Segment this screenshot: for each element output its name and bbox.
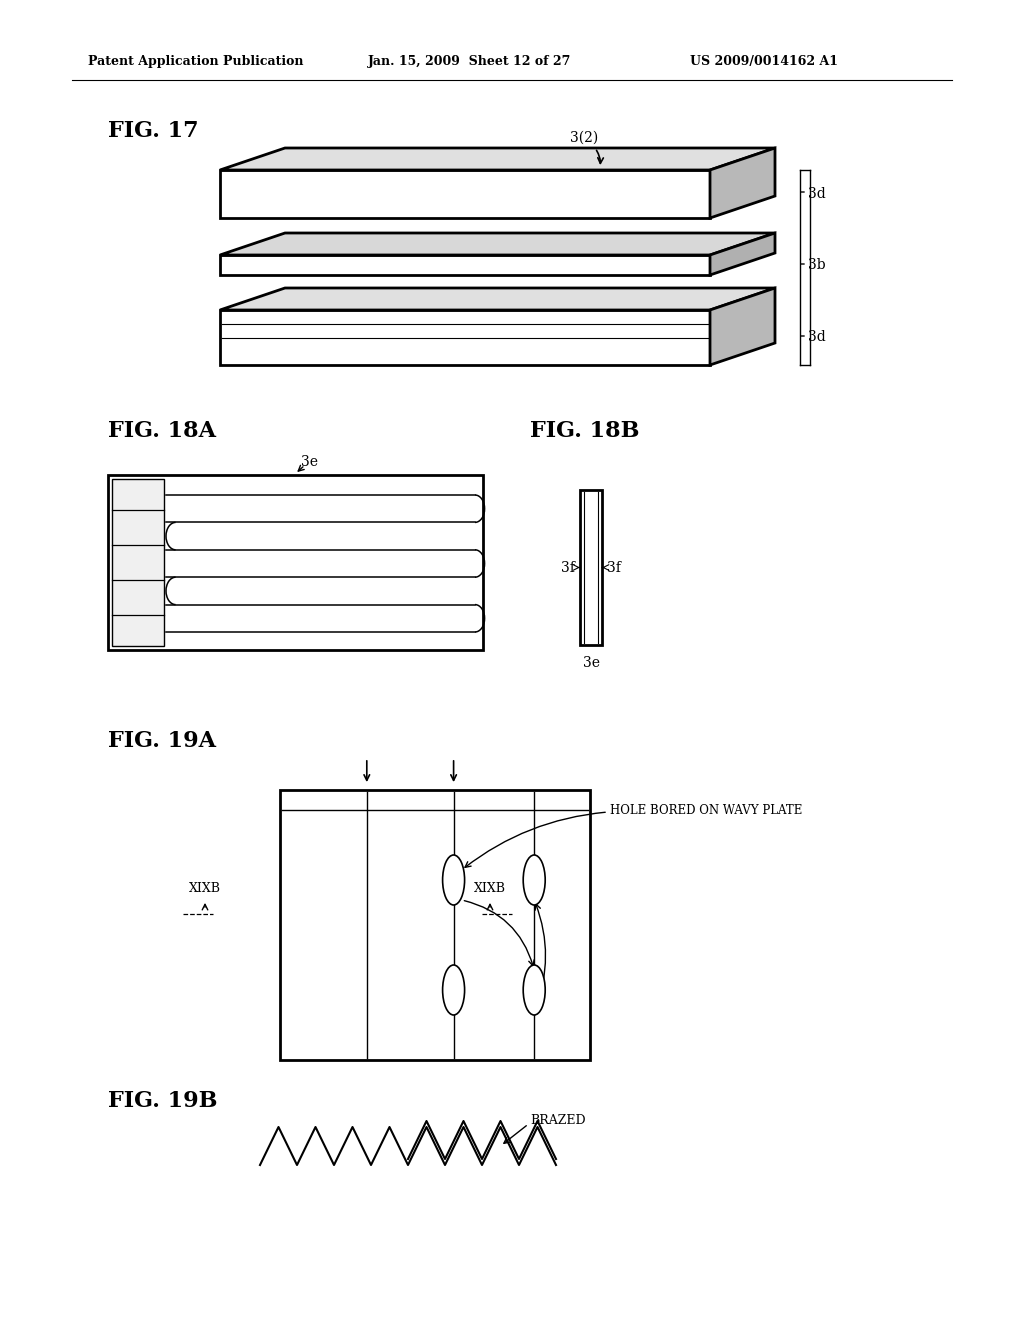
Bar — [112, 479, 164, 645]
Text: XIXB: XIXB — [189, 882, 221, 895]
Polygon shape — [220, 234, 775, 255]
Text: HOLE BORED ON WAVY PLATE: HOLE BORED ON WAVY PLATE — [610, 804, 803, 817]
Text: 3f: 3f — [561, 561, 575, 574]
Text: 3d: 3d — [808, 330, 825, 345]
Text: BRAZED: BRAZED — [530, 1114, 586, 1127]
Polygon shape — [220, 170, 710, 218]
Ellipse shape — [523, 965, 545, 1015]
Polygon shape — [220, 310, 710, 366]
Polygon shape — [710, 288, 775, 366]
Text: XIXB: XIXB — [474, 882, 506, 895]
Bar — [280, 789, 590, 1060]
Text: FIG. 19A: FIG. 19A — [108, 730, 216, 752]
Text: Jan. 15, 2009  Sheet 12 of 27: Jan. 15, 2009 Sheet 12 of 27 — [368, 55, 571, 69]
Ellipse shape — [442, 965, 465, 1015]
Ellipse shape — [442, 855, 465, 906]
Text: FIG. 18A: FIG. 18A — [108, 420, 216, 442]
Polygon shape — [220, 255, 710, 275]
Text: 3f: 3f — [607, 561, 621, 574]
Text: 3e: 3e — [583, 656, 599, 671]
Text: 3d: 3d — [808, 187, 825, 201]
Polygon shape — [710, 148, 775, 218]
Text: Patent Application Publication: Patent Application Publication — [88, 55, 303, 69]
Text: 3(2): 3(2) — [570, 131, 598, 145]
Bar — [580, 490, 602, 645]
Polygon shape — [220, 148, 775, 170]
Polygon shape — [710, 234, 775, 275]
Text: US 2009/0014162 A1: US 2009/0014162 A1 — [690, 55, 838, 69]
Text: 3e: 3e — [301, 455, 318, 469]
Polygon shape — [220, 288, 775, 310]
Ellipse shape — [523, 855, 545, 906]
Text: FIG. 17: FIG. 17 — [108, 120, 199, 143]
Text: 3b: 3b — [808, 257, 825, 272]
Text: FIG. 19B: FIG. 19B — [108, 1090, 217, 1111]
Text: FIG. 18B: FIG. 18B — [530, 420, 640, 442]
Bar — [108, 475, 483, 649]
